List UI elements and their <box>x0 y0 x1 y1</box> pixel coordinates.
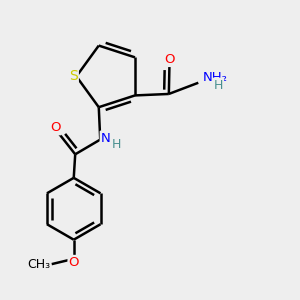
Text: O: O <box>50 121 61 134</box>
Text: N: N <box>101 132 110 145</box>
Text: CH₃: CH₃ <box>27 258 50 271</box>
Text: S: S <box>69 69 78 83</box>
Text: H: H <box>112 138 121 152</box>
Text: O: O <box>68 256 79 269</box>
Text: NH₂: NH₂ <box>203 71 228 84</box>
Text: O: O <box>164 53 175 66</box>
Text: H: H <box>214 79 223 92</box>
